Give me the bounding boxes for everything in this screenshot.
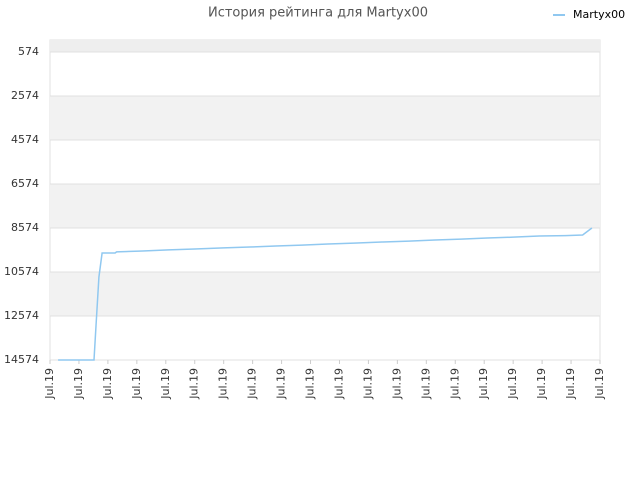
grid-band (50, 95, 600, 140)
x-tick-label: Jul.19 (506, 368, 519, 400)
grid-band (50, 271, 600, 316)
x-tick-label: Jul.19 (159, 368, 172, 400)
grid-band (50, 40, 600, 52)
x-tick-label: Jul.19 (564, 368, 577, 400)
y-tick-label: 10574 (4, 265, 39, 278)
y-tick-label: 8574 (11, 221, 39, 234)
x-tick-label: Jul.19 (72, 368, 85, 400)
x-tick-label: Jul.19 (535, 368, 548, 400)
x-tick-label: Jul.19 (275, 368, 288, 400)
x-tick-label: Jul.19 (130, 368, 143, 400)
y-tick-label: 6574 (11, 177, 39, 190)
x-tick-label: Jul.19 (390, 368, 403, 400)
y-tick-label: 12574 (4, 309, 39, 322)
grid-band (50, 183, 600, 228)
y-tick-label: 2574 (11, 89, 39, 102)
x-tick-label: Jul.19 (332, 368, 345, 400)
x-tick-label: Jul.19 (477, 368, 490, 400)
chart-title: История рейтинга для Martyx00 (208, 6, 428, 21)
y-tick-label: 4574 (11, 133, 39, 146)
legend-label: Martyx00 (573, 8, 625, 21)
x-tick-label: Jul.19 (246, 368, 259, 400)
x-tick-label: Jul.19 (593, 368, 606, 400)
x-tick-label: Jul.19 (361, 368, 374, 400)
line (58, 227, 593, 361)
y-tick-label: 14574 (4, 353, 39, 366)
x-tick-label: Jul.19 (101, 368, 114, 400)
x-tick-label: Jul.19 (419, 368, 432, 400)
x-tick-label: Jul.19 (304, 368, 317, 400)
x-tick-label: Jul.19 (217, 368, 230, 400)
x-tick-label: Jul.19 (43, 368, 56, 400)
x-tick-label: Jul.19 (448, 368, 461, 400)
x-tick-label: Jul.19 (188, 368, 201, 400)
y-tick-label: 574 (18, 45, 39, 58)
